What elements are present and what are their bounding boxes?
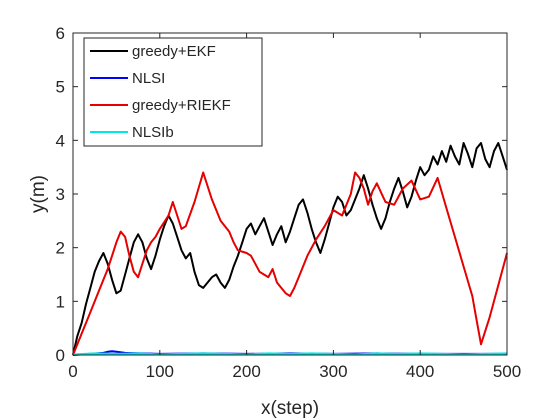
x-tick-label: 300 <box>319 362 347 381</box>
y-tick-label: 6 <box>56 24 65 43</box>
y-axis-label: y(m) <box>28 175 49 213</box>
tick-layer: 0 100 200 300 400 500 0 1 2 3 4 5 6 <box>56 24 522 381</box>
legend-label-nlsi: NLSI <box>132 70 165 87</box>
series-line-greedy-riekf <box>72 171 508 356</box>
y-tick-label: 4 <box>56 131 65 150</box>
legend-label-greedy-riekf: greedy+RIEKF <box>132 97 231 114</box>
legend-box <box>83 37 263 147</box>
legend-label-nlsib: NLSIb <box>132 124 174 141</box>
x-tick-label: 0 <box>68 362 77 381</box>
legend-label-greedy-ekf: greedy+EKF <box>132 43 216 60</box>
x-tick-label: 200 <box>232 362 260 381</box>
x-axis-label: x(step) <box>261 398 319 419</box>
x-tick-label: 400 <box>406 362 434 381</box>
y-tick-label: 2 <box>56 239 65 258</box>
y-tick-label: 0 <box>56 346 65 365</box>
y-tick-label: 3 <box>56 185 65 204</box>
x-tick-label: 500 <box>493 362 521 381</box>
legend: greedy+EKF NLSI greedy+RIEKF NLSIb <box>83 37 263 147</box>
y-tick-label: 1 <box>56 292 65 311</box>
series-layer <box>72 142 508 356</box>
y-tick-label: 5 <box>56 78 65 97</box>
x-tick-label: 100 <box>146 362 174 381</box>
series-line-nlsib <box>72 352 508 356</box>
